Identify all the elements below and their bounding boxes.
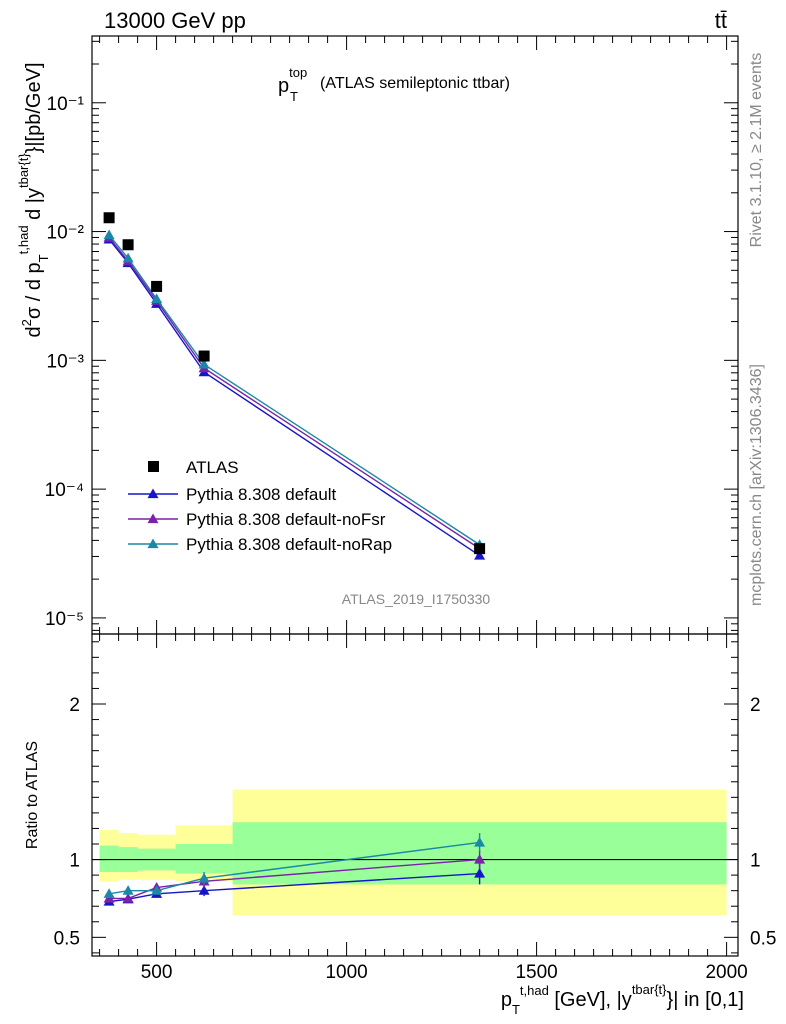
legend-label: Pythia 8.308 default <box>186 485 337 504</box>
axes-frames: 500 1000 1500 2000 10⁻⁵ 10⁻⁴ 10⁻³ 10⁻² 10⁻¹ 0.5 0.… <box>45 35 776 983</box>
data-point <box>122 239 134 251</box>
ratio-y-axis-label: Ratio to ATLAS <box>24 741 41 849</box>
x-tick-label: 2000 <box>705 962 747 983</box>
ratio-series-point <box>474 868 486 878</box>
y-tick-label: 10⁻³ <box>47 351 85 372</box>
x-tick-label: 1000 <box>325 962 367 983</box>
legend-label: Pythia 8.308 default-noFsr <box>186 510 386 529</box>
plot-title-sup: top <box>289 65 307 80</box>
x-tick-label: 1500 <box>515 962 557 983</box>
ratio-series-point <box>103 888 115 898</box>
main-data-layer <box>103 212 486 555</box>
legend-label: Pythia 8.308 default-noRap <box>186 535 392 554</box>
y-axis-label: d2σ / d pTt,had d |ytbar{t}}|[pb/GeV] <box>16 62 51 337</box>
ratio-y-tick-label: 1 <box>69 851 80 872</box>
legend-marker-data <box>148 461 159 472</box>
ratio-frame <box>91 633 739 957</box>
ratio-band-inner <box>99 845 119 872</box>
y-tick-label: 10⁻⁵ <box>45 609 84 630</box>
ratio-y-tick-label: 2 <box>69 695 80 716</box>
ratio-series-point <box>474 854 486 864</box>
energy-label: 13000 GeV pp <box>104 8 246 33</box>
ratio-y-tick-label-right: 2 <box>750 695 761 716</box>
ratio-series-point <box>122 885 134 895</box>
series-point <box>122 252 134 263</box>
data-point <box>474 543 486 555</box>
mcplots-label: mcplots.cern.ch [arXiv:1306.3436] <box>748 364 765 606</box>
ratio-series-point <box>198 872 210 883</box>
x-axis-label: pTt,had [GeV], |ytbar{t}}| in [0,1] <box>501 982 744 1017</box>
ratio-series-layer <box>103 833 486 906</box>
plot-title-sub: T <box>290 89 298 104</box>
legend-label-data: ATLAS <box>186 458 239 477</box>
y-tick-label: 10⁻¹ <box>47 94 85 115</box>
process-label: tt̄ <box>715 8 727 33</box>
ratio-band-layer <box>92 789 738 916</box>
analysis-label: ATLAS_2019_I1750330 <box>342 591 491 607</box>
ratio-y-tick-label-right: 1 <box>750 851 761 872</box>
x-tick-label: 500 <box>141 962 173 983</box>
ratio-series-point <box>474 836 486 847</box>
ratio-y-tick-label: 0.5 <box>54 928 80 949</box>
ratio-series-point <box>151 885 163 895</box>
plot-title-rest: (ATLAS semileptonic ttbar) <box>320 75 510 92</box>
plot-title-main: p <box>278 75 289 97</box>
ratio-series-point <box>198 885 210 895</box>
legend-marker <box>147 488 159 499</box>
series-point <box>474 550 486 560</box>
data-point <box>198 350 210 362</box>
legend: ATLAS Pythia 8.308 default Pythia 8.308 de… <box>128 458 392 554</box>
legend-marker <box>147 538 159 549</box>
series-point <box>103 229 115 240</box>
y-tick-label: 10⁻² <box>47 223 85 244</box>
legend-marker <box>147 513 159 524</box>
series-point <box>151 293 163 304</box>
plot-title: ptop T <box>278 65 307 104</box>
ratio-y-tick-label-right: 0.5 <box>750 928 776 949</box>
ratio-series-point <box>122 892 134 903</box>
data-point <box>151 280 163 292</box>
rivet-label: Rivet 3.1.10, ≥ 2.1M events <box>748 53 765 248</box>
ratio-band-inner <box>175 844 233 874</box>
data-point <box>103 212 115 224</box>
y-tick-label: 10⁻⁴ <box>45 480 84 501</box>
series-point <box>198 358 210 369</box>
